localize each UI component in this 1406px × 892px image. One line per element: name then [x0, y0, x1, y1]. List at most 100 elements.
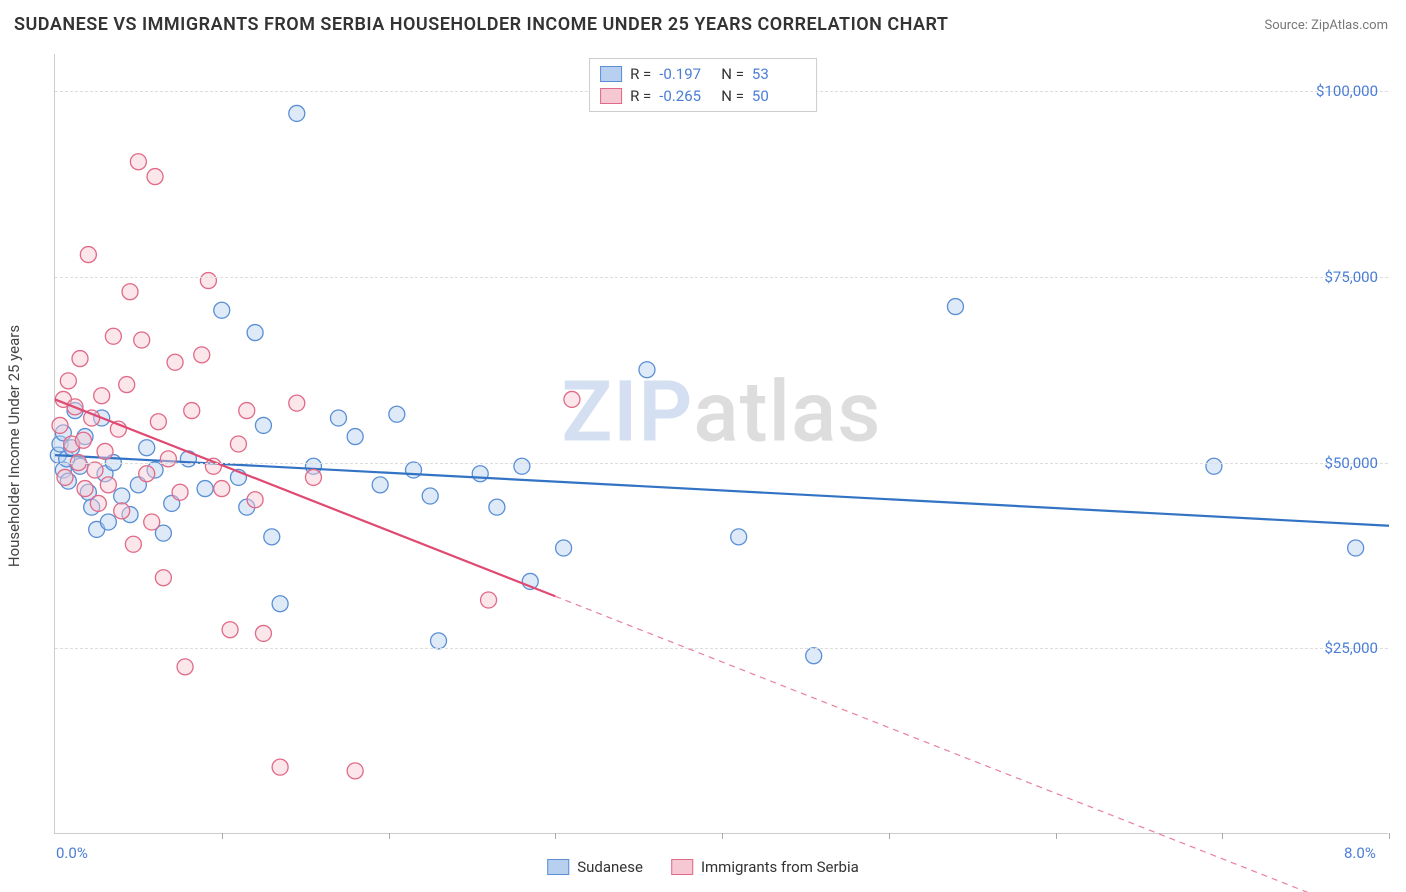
- stats-n-value-1: 53: [752, 65, 806, 83]
- scatter-point: [247, 325, 263, 341]
- stats-n-label: N =: [721, 65, 744, 83]
- y-tick-label: $100,000: [1316, 82, 1378, 100]
- scatter-point: [134, 332, 150, 348]
- scatter-point: [347, 429, 363, 445]
- scatter-point: [947, 299, 963, 315]
- y-tick-label: $25,000: [1324, 639, 1378, 657]
- x-tick: [1222, 833, 1223, 839]
- scatter-point: [105, 328, 121, 344]
- scatter-point: [60, 373, 76, 389]
- stats-r-value-2: -0.265: [659, 87, 713, 105]
- x-tick: [1056, 833, 1057, 839]
- scatter-point: [639, 362, 655, 378]
- scatter-point: [330, 410, 346, 426]
- stats-row-1: R = -0.197 N = 53: [600, 63, 806, 85]
- scatter-point: [119, 377, 135, 393]
- scatter-point: [80, 247, 96, 263]
- scatter-point: [272, 759, 288, 775]
- scatter-point: [289, 395, 305, 411]
- scatter-point: [255, 417, 271, 433]
- scatter-point: [150, 414, 166, 430]
- scatter-point: [472, 466, 488, 482]
- swatch-series-2: [600, 88, 622, 104]
- x-tick: [722, 833, 723, 839]
- scatter-point: [57, 469, 73, 485]
- bottom-legend: Sudanese Immigrants from Serbia: [547, 858, 859, 876]
- scatter-point: [255, 625, 271, 641]
- scatter-point: [167, 354, 183, 370]
- trend-line-extrapolated: [555, 596, 1389, 892]
- y-axis-title: Householder Income Under 25 years: [5, 325, 23, 567]
- scatter-point: [100, 514, 116, 530]
- x-tick: [222, 833, 223, 839]
- scatter-point: [75, 432, 91, 448]
- chart-title: SUDANESE VS IMMIGRANTS FROM SERBIA HOUSE…: [14, 14, 949, 35]
- scatter-point: [564, 391, 580, 407]
- scatter-point: [406, 462, 422, 478]
- scatter-point: [272, 596, 288, 612]
- scatter-point: [160, 451, 176, 467]
- scatter-point: [184, 403, 200, 419]
- scatter-point: [514, 458, 530, 474]
- stats-r-value-1: -0.197: [659, 65, 713, 83]
- legend-swatch-2: [671, 859, 693, 875]
- scatter-point: [52, 417, 68, 433]
- scatter-point: [144, 514, 160, 530]
- scatter-point: [1348, 540, 1364, 556]
- scatter-point: [155, 570, 171, 586]
- legend-swatch-1: [547, 859, 569, 875]
- scatter-point: [372, 477, 388, 493]
- scatter-point: [305, 469, 321, 485]
- scatter-point: [100, 477, 116, 493]
- stats-r-label: R =: [630, 65, 651, 83]
- scatter-point: [114, 503, 130, 519]
- scatter-point: [431, 633, 447, 649]
- scatter-point: [230, 436, 246, 452]
- scatter-point: [1206, 458, 1222, 474]
- scatter-point: [489, 499, 505, 515]
- scatter-point: [97, 443, 113, 459]
- scatter-point: [214, 481, 230, 497]
- x-tick: [889, 833, 890, 839]
- legend-item-1: Sudanese: [547, 858, 643, 876]
- scatter-point: [481, 592, 497, 608]
- gridline: [55, 463, 1388, 464]
- stats-r-label: R =: [630, 87, 651, 105]
- legend-item-2: Immigrants from Serbia: [671, 858, 859, 876]
- scatter-point: [77, 481, 93, 497]
- gridline: [55, 648, 1388, 649]
- scatter-point: [147, 169, 163, 185]
- swatch-series-1: [600, 66, 622, 82]
- scatter-point: [347, 763, 363, 779]
- legend-label-1: Sudanese: [577, 858, 643, 876]
- scatter-point: [139, 466, 155, 482]
- scatter-point: [200, 273, 216, 289]
- stats-n-label: N =: [721, 87, 744, 105]
- scatter-point: [214, 302, 230, 318]
- legend-label-2: Immigrants from Serbia: [701, 858, 859, 876]
- scatter-point: [239, 403, 255, 419]
- chart-svg: [55, 54, 1388, 833]
- scatter-point: [125, 536, 141, 552]
- scatter-point: [87, 462, 103, 478]
- plot-area: ZIPatlas $25,000$50,000$75,000$100,000: [54, 54, 1388, 834]
- scatter-point: [731, 529, 747, 545]
- scatter-point: [94, 388, 110, 404]
- scatter-point: [122, 284, 138, 300]
- x-axis-label-right: 8.0%: [1344, 844, 1376, 862]
- stats-legend: R = -0.197 N = 53 R = -0.265 N = 50: [589, 58, 817, 112]
- trend-line: [55, 455, 1389, 526]
- scatter-point: [806, 648, 822, 664]
- x-tick: [1389, 833, 1390, 839]
- scatter-point: [389, 406, 405, 422]
- scatter-point: [422, 488, 438, 504]
- gridline: [55, 277, 1388, 278]
- scatter-point: [177, 659, 193, 675]
- scatter-point: [289, 105, 305, 121]
- stats-row-2: R = -0.265 N = 50: [600, 85, 806, 107]
- scatter-point: [72, 351, 88, 367]
- y-tick-label: $75,000: [1324, 268, 1378, 286]
- scatter-point: [139, 440, 155, 456]
- scatter-point: [197, 481, 213, 497]
- scatter-point: [247, 492, 263, 508]
